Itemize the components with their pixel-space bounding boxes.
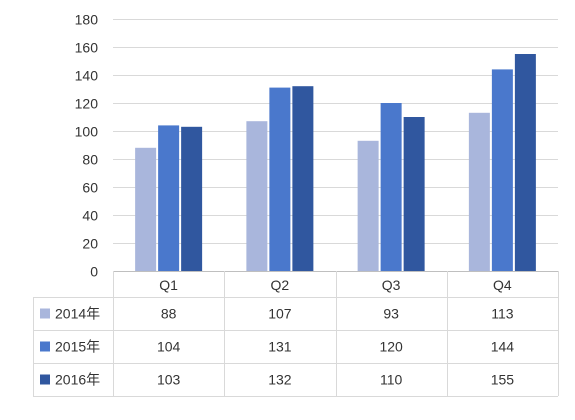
bar-Q4-series-1 <box>468 112 490 271</box>
table-value: 93 <box>383 306 399 322</box>
table-value: 120 <box>379 339 403 355</box>
table-value: 132 <box>268 372 292 388</box>
x-category-label: Q4 <box>493 277 512 293</box>
bar-Q1-series-3 <box>181 126 203 271</box>
series-label: 2014年 <box>55 306 100 322</box>
y-tick-label: 100 <box>75 124 99 140</box>
x-category-label: Q3 <box>382 277 401 293</box>
x-category-label: Q1 <box>159 277 178 293</box>
bar-Q2-series-1 <box>246 121 268 271</box>
bar-Q4-series-2 <box>491 69 513 272</box>
table-value: 103 <box>157 372 181 388</box>
table-value: 110 <box>380 372 403 388</box>
y-tick-label: 140 <box>75 68 99 84</box>
bar-Q3-series-2 <box>380 103 402 271</box>
series-label: 2016年 <box>55 372 100 388</box>
y-tick-label: 180 <box>75 12 99 28</box>
bar-Q4-series-3 <box>514 54 536 271</box>
y-tick-label: 20 <box>82 236 98 252</box>
legend-key <box>40 374 50 385</box>
bar-Q3-series-3 <box>403 117 425 271</box>
table-value: 131 <box>268 339 292 355</box>
table-value: 113 <box>491 306 514 322</box>
series-label: 2015年 <box>55 339 100 355</box>
bar-Q1-series-2 <box>158 125 180 272</box>
bar-Q2-series-2 <box>269 87 291 271</box>
gridlines <box>113 19 558 272</box>
y-tick-label: 40 <box>82 208 98 224</box>
bar-Q1-series-1 <box>135 147 157 271</box>
y-tick-label: 60 <box>82 180 98 196</box>
y-tick-label: 120 <box>75 96 99 112</box>
legend-key <box>40 341 50 352</box>
y-axis-tick-labels: 0 20 40 60 80 100 120 140 160 180 <box>75 12 99 280</box>
table-value: 107 <box>268 306 292 322</box>
y-tick-label: 80 <box>82 152 98 168</box>
y-tick-label: 160 <box>75 40 99 56</box>
table-value: 155 <box>491 372 515 388</box>
bar-Q2-series-3 <box>292 86 314 271</box>
bars <box>135 54 536 272</box>
bar-Q3-series-1 <box>357 140 379 271</box>
table-value: 88 <box>161 306 177 322</box>
legend-key <box>40 308 50 319</box>
data-table: Q1 Q2 Q3 Q4 2014年 88 107 93 113 2015年 104 131 120 144… <box>33 271 559 397</box>
x-category-label: Q2 <box>271 277 290 293</box>
table-value: 104 <box>157 339 181 355</box>
table-value: 144 <box>491 339 515 355</box>
y-tick-label: 0 <box>90 264 98 280</box>
